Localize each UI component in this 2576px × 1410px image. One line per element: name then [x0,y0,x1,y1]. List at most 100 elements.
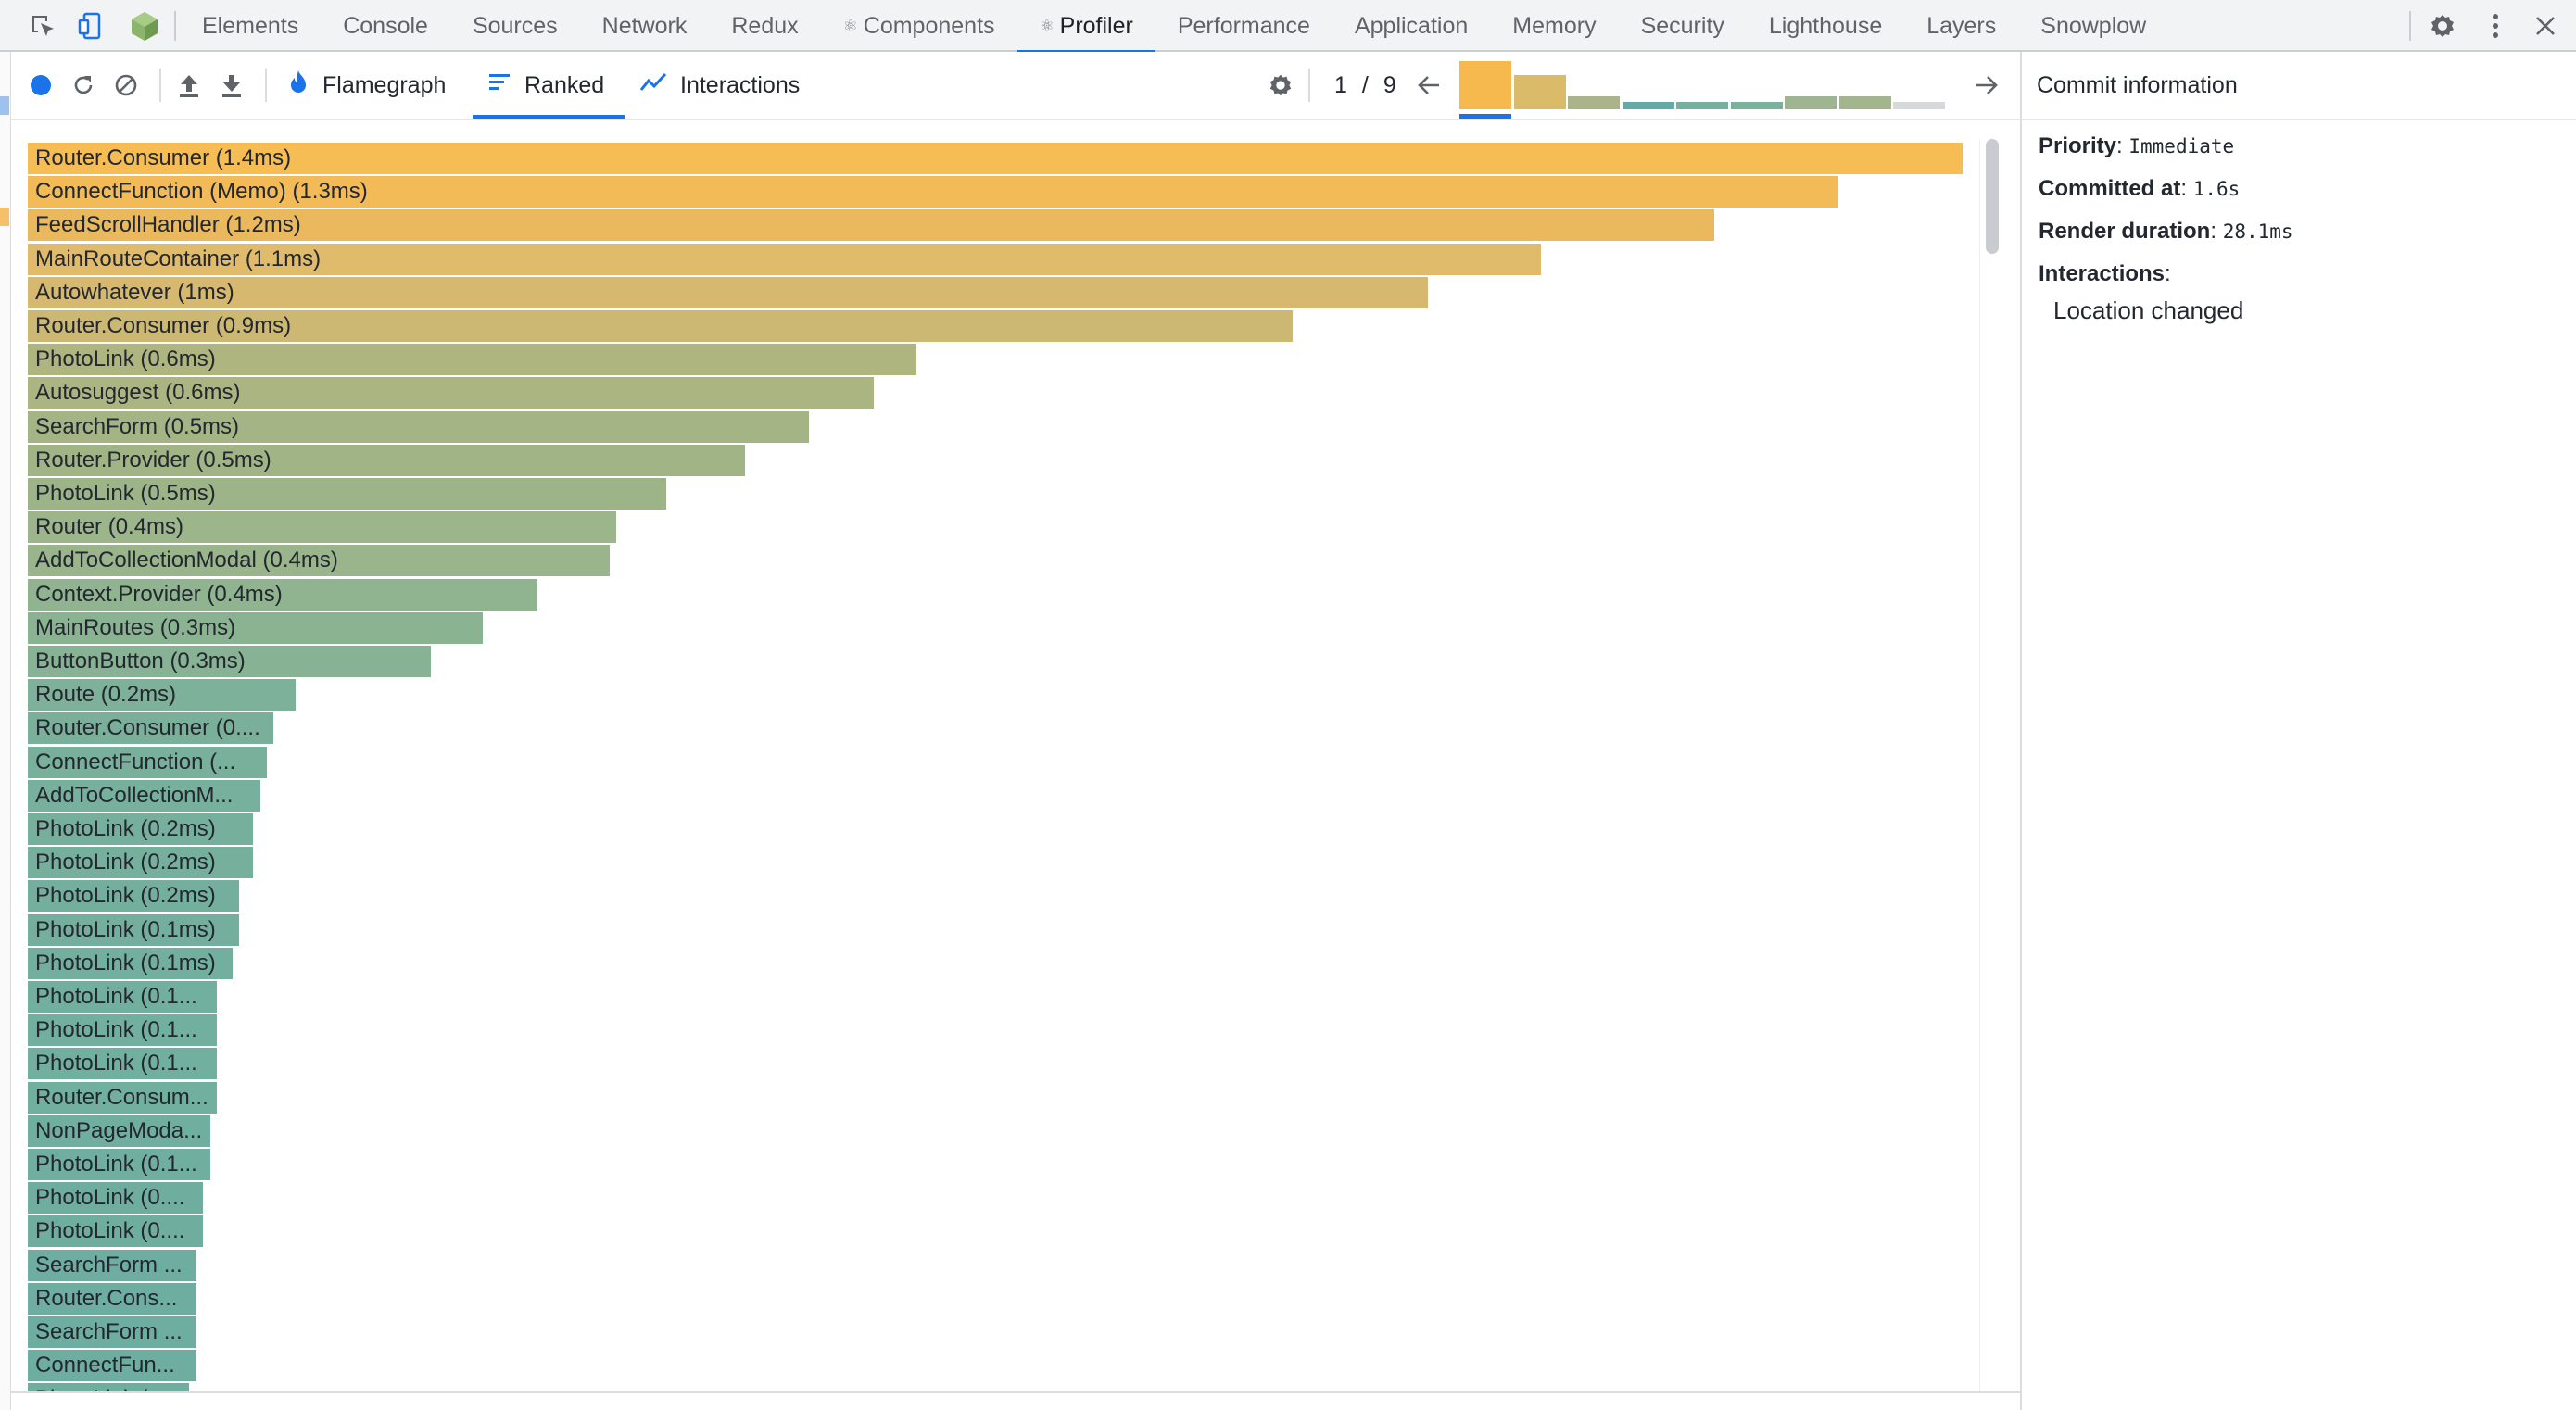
commit-bar[interactable] [1893,101,1945,109]
load-profile-icon[interactable] [174,52,204,119]
device-toolbar-icon[interactable] [72,0,109,52]
ranked-bar[interactable]: Router.Provider (0.5ms) [28,444,745,476]
ranked-bar[interactable]: PhotoLink (... [28,1383,189,1391]
priority-row: Priority: Immediate [2039,133,2235,158]
tab-memory[interactable]: Memory [1490,0,1618,52]
ranked-bar[interactable]: SearchForm ... [28,1316,196,1348]
ranked-bar[interactable]: PhotoLink (0.2ms) [28,880,239,913]
flame-icon [287,69,309,102]
tab-application[interactable]: Application [1332,0,1490,52]
ranked-bar[interactable]: MainRouteContainer (1.1ms) [28,243,1541,275]
extension-cube-icon[interactable] [126,0,163,52]
ranked-bar[interactable]: ButtonButton (0.3ms) [28,646,431,677]
ranked-bar[interactable]: Router.Consumer (0.... [28,712,273,745]
ranked-bar[interactable]: PhotoLink (0.1... [28,1014,217,1047]
close-devtools-icon[interactable] [2530,0,2561,52]
tab-network[interactable]: Network [580,0,710,52]
tab-label: Application [1354,12,1469,39]
tab-profiler[interactable]: ⚛ Profiler [1017,0,1156,54]
ranked-bar[interactable]: PhotoLink (0.2ms) [28,813,253,845]
tab-sources[interactable]: Sources [450,0,580,52]
ranked-bar[interactable]: FeedScrollHandler (1.2ms) [28,209,1714,242]
ranked-bar[interactable]: PhotoLink (0.1ms) [28,913,239,946]
tab-redux[interactable]: Redux [709,0,820,52]
interactions-label: Interactions [2039,261,2166,286]
commit-bar[interactable] [1459,61,1511,109]
commit-snapshot-selector[interactable] [1459,59,1965,119]
tab-snowplow[interactable]: Snowplow [2018,0,2168,52]
ranked-bar[interactable]: Autowhatever (1ms) [28,276,1428,308]
ranked-bar[interactable]: AddToCollectionM... [28,779,260,812]
next-commit-button[interactable] [1970,52,2003,119]
render-duration-value: 28.1ms [2222,220,2293,243]
ranked-bar[interactable]: Router (0.4ms) [28,511,616,544]
commit-bar[interactable] [1730,101,1783,109]
ranked-bar[interactable]: PhotoLink (0.5ms) [28,478,666,510]
inspect-element-icon[interactable] [24,0,61,52]
ranked-bar[interactable]: SearchForm (0.5ms) [28,410,809,443]
scrollbar-thumb[interactable] [1986,139,1999,254]
tab-layers[interactable]: Layers [1904,0,2018,52]
profiler-settings-icon[interactable] [1264,52,1297,119]
ranked-bar[interactable]: ConnectFunction (Memo) (1.3ms) [28,176,1838,208]
commit-bar[interactable] [1513,74,1566,109]
ranked-bar[interactable]: Router.Cons... [28,1282,196,1315]
ranked-bar[interactable]: PhotoLink (0.... [28,1215,203,1248]
ranked-bar[interactable]: PhotoLink (0.1... [28,1149,210,1180]
ranked-bar[interactable]: Route (0.2ms) [28,679,296,711]
page-edge-highlight [0,208,9,226]
ranked-bar[interactable]: AddToCollectionModal (0.4ms) [28,545,610,577]
tab-security[interactable]: Security [1619,0,1747,52]
previous-commit-button[interactable] [1412,52,1446,119]
devtools-tabs: Elements Console Sources Network Redux ⚛ Compo… [180,0,2168,54]
save-profile-icon[interactable] [217,52,246,119]
ranked-bar[interactable]: ConnectFun... [28,1350,196,1382]
interaction-item[interactable]: Location changed [2053,296,2244,324]
ranked-bar[interactable]: PhotoLink (0.1... [28,1048,217,1080]
ranked-bar[interactable]: Context.Provider (0.4ms) [28,578,537,611]
ranked-bar[interactable]: NonPageModa... [28,1114,210,1147]
ranked-bar[interactable]: Router.Consum... [28,1081,217,1114]
react-atom-icon: ⚛ [1039,16,1054,35]
more-options-icon[interactable] [2480,0,2511,52]
render-duration-label: Render duration [2039,219,2211,244]
ranked-bar[interactable]: ConnectFunction (... [28,746,267,778]
settings-gear-icon[interactable] [2424,0,2461,52]
tab-separator [174,11,176,41]
ranked-bar[interactable]: MainRoutes (0.3ms) [28,611,483,644]
ranked-bar[interactable]: PhotoLink (0.2ms) [28,847,253,879]
commit-bar[interactable] [1838,96,1891,109]
tab-performance[interactable]: Performance [1155,0,1332,52]
ranked-bar[interactable]: Router.Consumer (1.4ms) [28,143,1963,174]
record-button[interactable] [26,52,56,119]
tab-lighthouse[interactable]: Lighthouse [1747,0,1904,52]
tab-interactions[interactable]: Interactions [639,52,800,119]
reload-and-profile-icon[interactable] [69,52,98,119]
commit-index: 1 [1334,71,1347,98]
committed-at-label: Committed at [2039,176,2181,201]
ranked-bar[interactable]: SearchForm ... [28,1249,196,1281]
tab-console[interactable]: Console [321,0,450,52]
ranked-bar[interactable]: Router.Consumer (0.9ms) [28,310,1293,342]
commit-information-panel: Commit information Priority: Immediate C… [2020,52,2576,1410]
ranked-bar[interactable]: PhotoLink (0.... [28,1182,203,1215]
commit-bar[interactable] [1785,96,1837,109]
tab-flamegraph[interactable]: Flamegraph [287,52,446,119]
tab-components[interactable]: ⚛ Components [821,0,1017,52]
tab-label: Console [343,12,428,39]
profiler-toolbar: Flamegraph Ranked Interactions 1 / 9 [11,52,2020,120]
clear-profile-icon[interactable] [111,52,141,119]
ranked-bar[interactable]: PhotoLink (0.1... [28,981,217,1013]
commit-bar[interactable] [1568,96,1620,109]
commit-bar[interactable] [1676,101,1728,109]
ranked-bar[interactable]: PhotoLink (0.1ms) [28,947,233,979]
chart-scrollbar[interactable] [1979,139,2001,1391]
ranked-bar[interactable]: PhotoLink (0.6ms) [28,344,916,376]
ranked-bar[interactable]: Autosuggest (0.6ms) [28,377,874,409]
tab-elements[interactable]: Elements [180,0,321,52]
page-edge-highlight [0,96,9,115]
toolbar-separator [1308,69,1310,102]
interactions-row: Interactions: [2039,261,2171,286]
tab-ranked[interactable]: Ranked [473,52,625,119]
commit-bar[interactable] [1622,101,1674,109]
